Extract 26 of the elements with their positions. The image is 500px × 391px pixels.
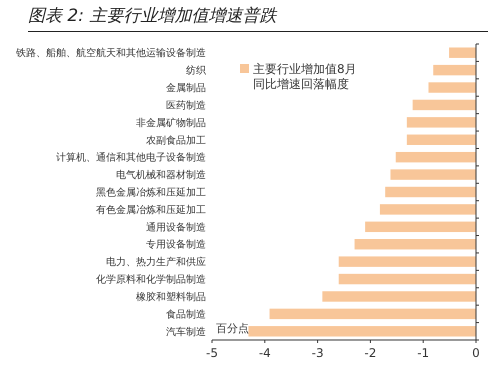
x-tick-label: -2 [364,346,376,360]
y-tick-label: 有色金属冶炼和压延加工 [96,204,206,216]
y-tick-label: 医药制造 [166,99,206,112]
y-tick-label: 专用设备制造 [146,238,206,251]
x-tick-label: -4 [258,346,271,360]
x-tick-label: -5 [206,346,218,360]
y-tick-label: 非金属矿物制品 [136,116,206,129]
y-tick-label: 电气机械和器材制造 [116,169,206,182]
legend-label: 主要行业增加值8月同比增速回落幅度 [253,62,358,92]
x-tick-label: 0 [472,346,480,360]
y-tick-label: 橡胶和塑料制品 [136,290,206,303]
y-tick-label: 农副食品加工 [146,134,206,146]
x-tick-label: -3 [312,346,324,360]
y-tick-label: 通用设备制造 [146,221,206,234]
y-tick-label: 黑色金属冶炼和压延加工 [96,186,206,198]
y-tick-label: 汽车制造 [166,326,206,338]
y-tick-label: 电力、热力生产和供应 [106,256,206,268]
chart-title: 图表 2: 主要行业增加值增速普跌 [28,4,488,32]
annotation: 百分点 [216,322,249,335]
y-tick-label: 化学原料和化学制品制造 [96,274,206,286]
y-tick-label: 食品制造 [166,308,206,320]
x-tick-label: -1 [417,346,430,360]
y-tick-label: 铁路、船舶、航空航天和其他运输设备制造 [15,47,206,60]
y-tick-label: 纺织 [186,64,206,77]
y-tick-label: 金属制品 [166,82,206,94]
y-tick-label: 计算机、通信和其他电子设备制造 [56,152,206,164]
